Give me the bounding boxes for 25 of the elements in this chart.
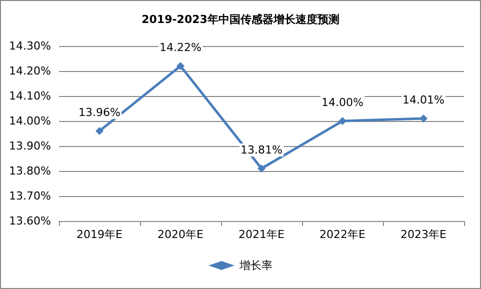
- data-label: 14.01%: [402, 94, 444, 106]
- data-label: 13.96%: [78, 106, 120, 119]
- legend-label: 增长率: [238, 259, 272, 272]
- x-tick-label: 2021年E: [238, 228, 285, 241]
- y-tick-label: 14.10%: [9, 90, 51, 102]
- data-label: 14.00%: [322, 96, 364, 109]
- y-tick-label: 13.70%: [9, 190, 51, 202]
- y-tick-label: 13.90%: [9, 140, 51, 152]
- y-tick-label: 14.30%: [9, 40, 51, 52]
- data-label: 14.22%: [160, 41, 202, 54]
- x-tick-label: 2022年E: [320, 228, 366, 241]
- y-tick-label: 13.80%: [9, 164, 51, 178]
- y-tick-label: 13.60%: [9, 214, 51, 228]
- chart-title: 2019-2023年中国传感器增长速度预测: [142, 13, 340, 26]
- point: [176, 62, 184, 70]
- data-label: 13.81%: [240, 144, 282, 156]
- point: [338, 117, 346, 125]
- y-tick-label: 14.20%: [9, 64, 51, 78]
- point: [420, 114, 428, 122]
- point: [258, 164, 266, 172]
- point: [96, 127, 104, 135]
- x-tick-label: 2019年E: [76, 228, 123, 241]
- y-tick-label: 14.00%: [9, 114, 51, 128]
- x-tick-label: 2023年E: [400, 228, 447, 241]
- x-tick-label: 2020年E: [158, 228, 204, 241]
